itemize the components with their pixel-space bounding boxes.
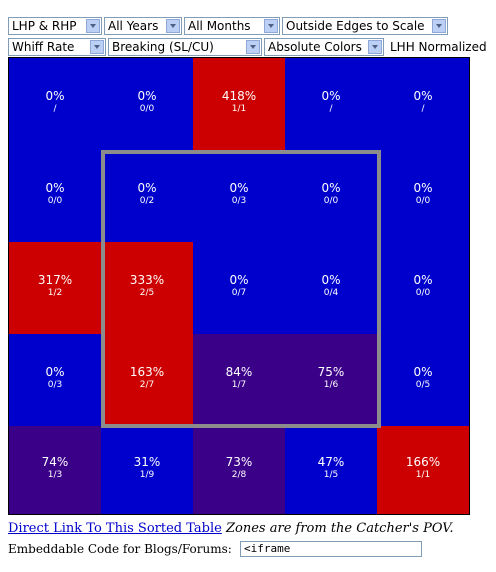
zone-cell: 0% 0/0: [285, 150, 377, 242]
edges-scale-select[interactable]: Outside Edges to Scale: [282, 17, 448, 35]
zone-percent: 0%: [413, 273, 433, 287]
zone-cell: 163% 2/7: [101, 334, 193, 426]
zone-percent: 418%: [221, 89, 257, 103]
zone-percent: 84%: [225, 365, 253, 379]
strike-zone-grid: 0%/0% 0/0 418% 1/1 0%/0%/0% 0/0 0% 0/2 0% 0/3 0% 0/…: [8, 57, 470, 515]
zone-count: 1/5: [323, 470, 339, 480]
zone-count: 1/3: [47, 470, 63, 480]
zone-count: 0/0: [323, 196, 339, 206]
embed-code-field[interactable]: <iframe: [240, 541, 422, 557]
zone-cell: 0% 0/4: [285, 242, 377, 334]
zone-cell: 317% 1/2: [9, 242, 101, 334]
zone-count: 1/1: [231, 104, 247, 114]
zone-percent: 317%: [37, 273, 73, 287]
chevron-down-icon: [264, 19, 278, 33]
chevron-down-icon: [368, 40, 382, 54]
zone-percent: 74%: [41, 455, 69, 469]
zone-cell: 74% 1/3: [9, 426, 101, 514]
chevron-down-icon: [86, 19, 100, 33]
zone-percent: 0%: [45, 89, 65, 103]
zone-percent: 75%: [317, 365, 345, 379]
zone-count: 0/5: [415, 380, 431, 390]
zone-percent: 163%: [129, 365, 165, 379]
zone-cell: 75% 1/6: [285, 334, 377, 426]
zone-cell: 0% 0/2: [101, 150, 193, 242]
zone-count: 1/2: [47, 288, 63, 298]
zone-cell: 0% 0/0: [9, 150, 101, 242]
zone-cell: 0% 0/3: [9, 334, 101, 426]
zone-count: /: [421, 104, 425, 114]
zone-percent: 73%: [225, 455, 253, 469]
zone-count: 0/0: [139, 104, 155, 114]
embed-label: Embeddable Code for Blogs/Forums:: [8, 542, 232, 556]
zone-count: /: [53, 104, 57, 114]
filter-row-2: Whiff Rate Breaking (SL/CU) Absolute Col…: [8, 38, 487, 56]
pitcher-hand-select[interactable]: LHP & RHP: [8, 17, 102, 35]
zone-percent: 0%: [137, 181, 157, 195]
zone-cell: 73% 2/8: [193, 426, 285, 514]
zone-percent: 0%: [413, 181, 433, 195]
chevron-down-icon: [432, 19, 446, 33]
zone-cell: 0% 0/7: [193, 242, 285, 334]
zone-count: 2/8: [231, 470, 247, 480]
zone-percent: 31%: [133, 455, 161, 469]
zone-percent: 0%: [321, 181, 341, 195]
stat-select[interactable]: Whiff Rate: [8, 38, 106, 56]
zone-percent: 0%: [137, 89, 157, 103]
zone-percent: 0%: [321, 89, 341, 103]
zone-cell: 0% /: [9, 58, 101, 150]
color-mode-select[interactable]: Absolute Colors: [264, 38, 384, 56]
zone-percent: 166%: [405, 455, 441, 469]
zone-cell: 31% 1/9: [101, 426, 193, 514]
zone-cell: 333% 2/5: [101, 242, 193, 334]
years-select[interactable]: All Years: [104, 17, 182, 35]
zone-cell: 0% 0/3: [193, 150, 285, 242]
zone-cell: 166% 1/1: [377, 426, 469, 514]
zone-count: 0/4: [323, 288, 339, 298]
zone-cell: 47% 1/5: [285, 426, 377, 514]
zone-count: 0/2: [139, 196, 155, 206]
zone-cell: 0% 0/0: [377, 242, 469, 334]
pitch-type-select[interactable]: Breaking (SL/CU): [108, 38, 262, 56]
zone-cell: 0% /: [377, 58, 469, 150]
zone-percent: 47%: [317, 455, 345, 469]
zone-percent: 0%: [45, 365, 65, 379]
zone-cell: 0% /: [285, 58, 377, 150]
filter-row-1: LHP & RHP All Years All Months Outside E…: [8, 17, 450, 35]
zone-count: 1/6: [323, 380, 339, 390]
zone-count: 1/7: [231, 380, 247, 390]
zone-count: 2/5: [139, 288, 155, 298]
zone-count: 0/0: [415, 288, 431, 298]
zone-count: 2/7: [139, 380, 155, 390]
zone-count: 0/3: [231, 196, 247, 206]
zone-count: 1/1: [415, 470, 431, 480]
zone-count: 1/9: [139, 470, 155, 480]
zone-count: 0/0: [47, 196, 63, 206]
zone-count: 0/7: [231, 288, 247, 298]
normalized-label: LHH Normalized: [390, 40, 487, 54]
zone-cell: 418% 1/1: [193, 58, 285, 150]
zone-percent: 0%: [229, 181, 249, 195]
zone-count: 0/0: [415, 196, 431, 206]
zone-count: 0/3: [47, 380, 63, 390]
chevron-down-icon: [90, 40, 104, 54]
pov-note: Zones are from the Catcher's POV.: [226, 521, 454, 536]
chevron-down-icon: [166, 19, 180, 33]
zone-percent: 0%: [321, 273, 341, 287]
zone-count: /: [329, 104, 333, 114]
zone-cell: 0% 0/0: [101, 58, 193, 150]
zone-percent: 0%: [413, 89, 433, 103]
zone-cell: 0% 0/0: [377, 150, 469, 242]
zone-percent: 0%: [229, 273, 249, 287]
zone-cell: 0% 0/5: [377, 334, 469, 426]
zone-percent: 0%: [45, 181, 65, 195]
zone-percent: 0%: [413, 365, 433, 379]
chevron-down-icon: [246, 40, 260, 54]
months-select[interactable]: All Months: [184, 17, 280, 35]
zone-percent: 333%: [129, 273, 165, 287]
direct-link[interactable]: Direct Link To This Sorted Table: [8, 521, 222, 536]
zone-cell: 84% 1/7: [193, 334, 285, 426]
